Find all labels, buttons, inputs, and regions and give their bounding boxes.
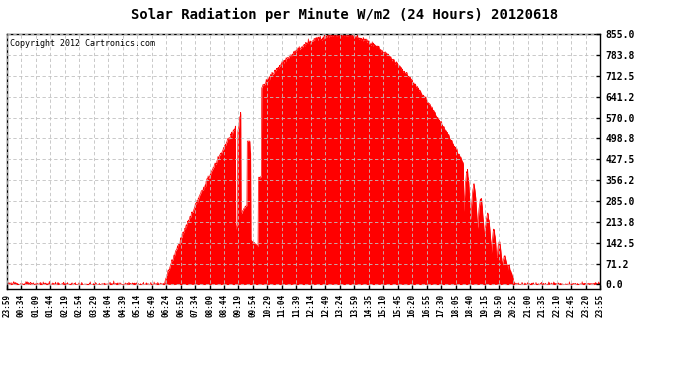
Text: Copyright 2012 Cartronics.com: Copyright 2012 Cartronics.com [10, 39, 155, 48]
Text: Solar Radiation per Minute W/m2 (24 Hours) 20120618: Solar Radiation per Minute W/m2 (24 Hour… [131, 8, 559, 22]
